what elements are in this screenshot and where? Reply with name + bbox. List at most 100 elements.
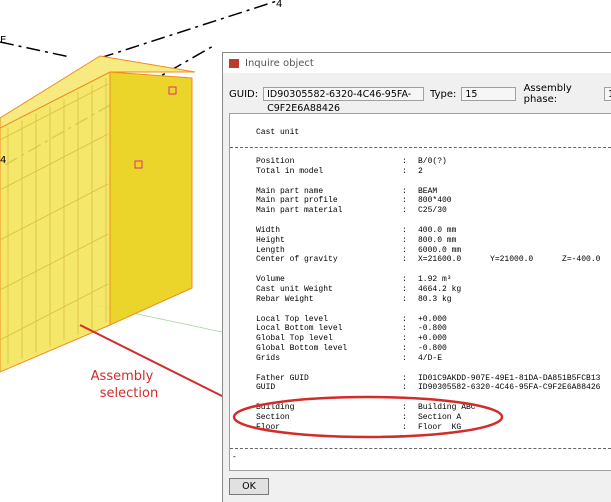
field-separator: : xyxy=(402,403,407,413)
ok-button[interactable]: OK xyxy=(229,478,269,495)
field-separator: : xyxy=(402,353,407,363)
rebar xyxy=(0,183,109,241)
axis-label: E xyxy=(0,35,6,46)
field-label: Building xyxy=(256,403,295,413)
field-separator: : xyxy=(402,157,407,166)
title-bar: Inquire object xyxy=(223,53,611,73)
guid-field[interactable]: ID90305582-6320-4C46-95FA-C9F2E6A88426 xyxy=(263,87,425,114)
rebars xyxy=(0,77,109,365)
field-label: Width xyxy=(256,226,281,235)
field-separator: : xyxy=(402,245,407,255)
dialog-title: Inquire object xyxy=(245,57,314,69)
field-label: Position xyxy=(256,157,295,166)
field-label: Global Top level xyxy=(256,334,333,344)
field-value: 400.0 mm xyxy=(418,226,457,235)
field-separator: : xyxy=(402,413,407,422)
field-value: -0.800 xyxy=(418,324,447,334)
field-label: Floor xyxy=(256,422,281,432)
axis-label: 4 xyxy=(0,155,6,166)
field-value: +0.000 xyxy=(418,334,447,344)
handle xyxy=(168,86,177,95)
separator-line xyxy=(230,147,611,148)
field-label: Volume xyxy=(256,275,285,285)
field-label: Global Bottom level xyxy=(256,344,348,353)
field-separator: : xyxy=(402,196,407,206)
field-label: Section xyxy=(256,413,290,422)
field-value: 1.92 m³ xyxy=(418,275,452,285)
beam-top xyxy=(0,55,196,129)
type-field[interactable]: 15 xyxy=(461,87,516,101)
field-value: 800.0 mm xyxy=(418,235,457,245)
field-separator: : xyxy=(402,166,407,176)
beam-end xyxy=(109,71,193,326)
field-separator: : xyxy=(402,373,407,383)
axis-label: 4 xyxy=(276,0,282,10)
field-value: +0.000 xyxy=(418,314,447,324)
field-label: Cast unit Weight xyxy=(256,285,333,294)
field-separator: : xyxy=(402,314,407,324)
field-value: C25/30 xyxy=(418,206,447,216)
field-value: X=21600.0 Y=21000.0 Z=-400.0 xyxy=(418,255,601,265)
field-label: Length xyxy=(256,245,285,255)
field-value: BEAM xyxy=(418,186,438,196)
field-separator: : xyxy=(402,186,407,196)
field-separator: : xyxy=(402,235,407,245)
field-separator: : xyxy=(402,275,407,285)
rebar xyxy=(0,283,109,341)
field-separator: : xyxy=(402,324,407,334)
rebar xyxy=(0,83,109,141)
field-label: Height xyxy=(256,235,285,245)
field-separator: : xyxy=(402,285,407,294)
field-separator: : xyxy=(402,226,407,235)
field-label: Center of gravity xyxy=(256,255,338,265)
field-label: Local Top level xyxy=(256,314,329,324)
field-value: 80.3 kg xyxy=(418,294,452,304)
field-value: Section A xyxy=(418,413,462,422)
field-label: GUID xyxy=(256,383,276,393)
field-value: ID01C9AKDD-907E-49E1-81DA-DA851B5FCB13 xyxy=(418,373,601,383)
field-value: Building ABC xyxy=(418,403,476,413)
report-title: Cast unit xyxy=(256,128,300,137)
field-label: Main part name xyxy=(256,186,324,196)
rebar xyxy=(0,233,109,291)
label: GUID: xyxy=(229,88,259,100)
field-value: Floor KG xyxy=(418,422,462,432)
field-value: 800*400 xyxy=(418,196,452,206)
field-value: 2 xyxy=(418,166,423,176)
handle xyxy=(134,160,143,169)
field-value: 6000.0 mm xyxy=(418,245,462,255)
annotation: Assembly selection xyxy=(72,368,172,402)
separator-line xyxy=(230,447,611,449)
field-value: -0.800 xyxy=(418,344,447,353)
end-mark: - xyxy=(232,452,237,462)
dialog: Inquire object GUID: ID90305582-6320-4C4… xyxy=(222,52,611,502)
field-separator: : xyxy=(402,344,407,353)
field-separator: : xyxy=(402,383,407,393)
annotation-line-text: Assembly xyxy=(90,369,154,384)
report: Cast unit Position: B/0(?) Total in model: 2… xyxy=(229,113,611,471)
rebar xyxy=(0,133,109,191)
annotation-line-text: selection xyxy=(99,386,159,401)
annotation-line xyxy=(79,324,241,406)
icon xyxy=(229,58,239,68)
field-separator: : xyxy=(402,206,407,216)
field-label: Grids xyxy=(256,353,281,363)
field-label: Total in model xyxy=(256,166,324,176)
label: Assembly phase: xyxy=(523,83,572,105)
field-separator: : xyxy=(402,294,407,304)
label: Type: xyxy=(430,88,457,100)
field-label: Local Bottom level xyxy=(256,324,343,334)
field-separator: : xyxy=(402,334,407,344)
field-separator: : xyxy=(402,422,407,432)
field-label: Main part profile xyxy=(256,196,338,206)
field-value: 4/D-E xyxy=(418,353,443,363)
field-label: Father GUID xyxy=(256,373,309,383)
field-label: Main part material xyxy=(256,206,343,216)
phase-field[interactable]: 1 xyxy=(604,87,611,101)
field-label: Rebar Weight xyxy=(256,294,314,304)
field-separator: : xyxy=(402,255,407,265)
guid-row: GUID: ID90305582-6320-4C46-95FA-C9F2E6A8… xyxy=(229,83,611,114)
field-value: 4664.2 kg xyxy=(418,285,462,294)
